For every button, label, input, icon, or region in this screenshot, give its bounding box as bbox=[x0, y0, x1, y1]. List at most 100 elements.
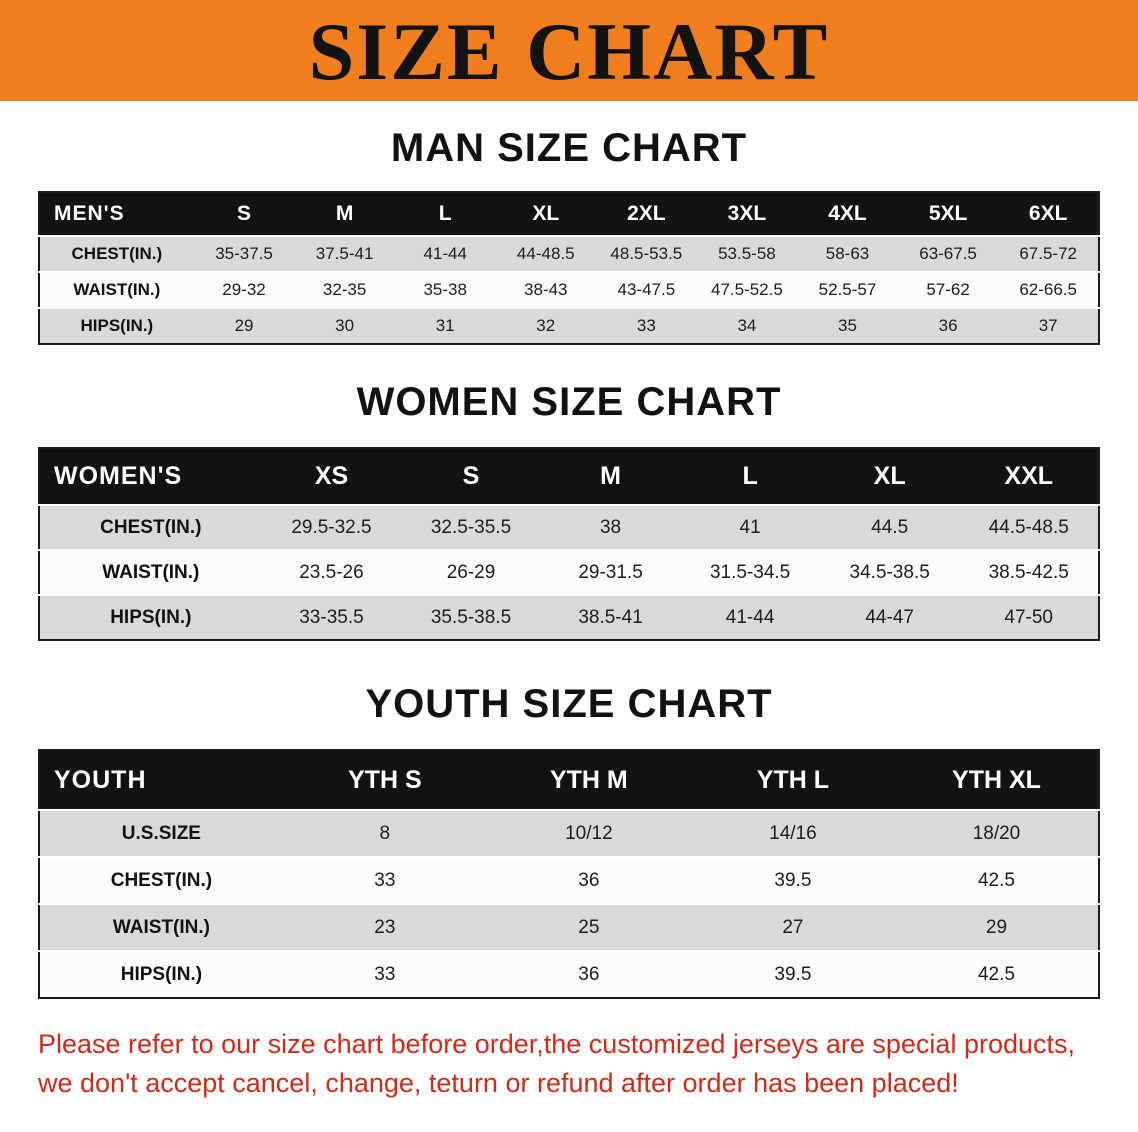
table-cell: 14/16 bbox=[690, 809, 895, 857]
youth-row-waist: WAIST(IN.) 23 25 27 29 bbox=[39, 903, 1099, 951]
table-cell: 10/12 bbox=[486, 809, 691, 857]
table-cell: 34 bbox=[696, 307, 798, 344]
table-cell: 37 bbox=[998, 307, 1099, 344]
table-cell: 32.5-35.5 bbox=[401, 504, 541, 550]
men-size-header: 4XL bbox=[797, 192, 898, 236]
table-cell: 44-47 bbox=[819, 594, 960, 640]
table-cell: 35.5-38.5 bbox=[401, 594, 541, 640]
size-chart-banner: SIZE CHART bbox=[0, 0, 1138, 101]
men-size-table: MEN'S S M L XL 2XL 3XL 4XL 5XL 6XL CHEST… bbox=[38, 191, 1100, 345]
men-table-label: MEN'S bbox=[39, 192, 194, 236]
row-label: WAIST(IN.) bbox=[39, 271, 194, 308]
table-cell: 32 bbox=[495, 307, 597, 344]
disclaimer-text: Please refer to our size chart before or… bbox=[38, 1025, 1100, 1103]
row-label: U.S.SIZE bbox=[39, 809, 283, 857]
table-cell: 52.5-57 bbox=[797, 271, 898, 308]
table-cell: 23.5-26 bbox=[261, 549, 402, 595]
row-label: HIPS(IN.) bbox=[39, 950, 283, 998]
table-cell: 47-50 bbox=[959, 594, 1099, 640]
table-cell: 26-29 bbox=[401, 549, 541, 595]
men-size-header: 5XL bbox=[897, 192, 999, 236]
men-size-header: XL bbox=[495, 192, 597, 236]
row-label: CHEST(IN.) bbox=[39, 235, 194, 272]
women-section-heading: WOMEN SIZE CHART bbox=[356, 380, 782, 424]
table-cell: 39.5 bbox=[690, 950, 895, 998]
table-cell: 63-67.5 bbox=[897, 235, 999, 272]
table-cell: 48.5-53.5 bbox=[596, 235, 697, 272]
table-cell: 33 bbox=[596, 307, 697, 344]
youth-header-row: YOUTH YTH S YTH M YTH L YTH XL bbox=[39, 750, 1099, 810]
row-label: CHEST(IN.) bbox=[39, 504, 262, 550]
youth-table-label: YOUTH bbox=[39, 750, 283, 810]
banner-title: SIZE CHART bbox=[308, 5, 830, 97]
table-cell: 57-62 bbox=[897, 271, 999, 308]
youth-row-chest: CHEST(IN.) 33 36 39.5 42.5 bbox=[39, 856, 1099, 904]
table-cell: 38.5-42.5 bbox=[959, 549, 1099, 595]
table-cell: 29-32 bbox=[193, 271, 295, 308]
table-cell: 36 bbox=[486, 856, 691, 904]
men-header-row: MEN'S S M L XL 2XL 3XL 4XL 5XL 6XL bbox=[39, 192, 1099, 236]
table-cell: 67.5-72 bbox=[998, 235, 1099, 272]
youth-size-header: YTH M bbox=[486, 750, 691, 810]
table-cell: 42.5 bbox=[894, 950, 1099, 998]
row-label: HIPS(IN.) bbox=[39, 307, 194, 344]
men-size-header: 2XL bbox=[596, 192, 697, 236]
men-row-waist: WAIST(IN.) 29-32 32-35 35-38 38-43 43-47… bbox=[39, 271, 1099, 308]
table-cell: 25 bbox=[486, 903, 691, 951]
row-label: WAIST(IN.) bbox=[39, 903, 283, 951]
table-cell: 18/20 bbox=[894, 809, 1099, 857]
men-size-header: S bbox=[193, 192, 295, 236]
table-cell: 41-44 bbox=[680, 594, 820, 640]
table-cell: 33 bbox=[282, 856, 487, 904]
table-cell: 31 bbox=[394, 307, 496, 344]
table-cell: 43-47.5 bbox=[596, 271, 697, 308]
youth-row-hips: HIPS(IN.) 33 36 39.5 42.5 bbox=[39, 950, 1099, 998]
table-cell: 36 bbox=[486, 950, 691, 998]
women-header-row: WOMEN'S XS S M L XL XXL bbox=[39, 448, 1099, 505]
row-label: CHEST(IN.) bbox=[39, 856, 283, 904]
women-table-label: WOMEN'S bbox=[39, 448, 262, 505]
men-size-header: M bbox=[294, 192, 395, 236]
women-row-chest: CHEST(IN.) 29.5-32.5 32.5-35.5 38 41 44.… bbox=[39, 504, 1099, 550]
table-cell: 38 bbox=[540, 504, 681, 550]
table-cell: 29-31.5 bbox=[540, 549, 681, 595]
table-cell: 38.5-41 bbox=[540, 594, 681, 640]
men-size-header: 6XL bbox=[998, 192, 1099, 236]
disclaimer-line-2: we don't accept cancel, change, teturn o… bbox=[38, 1068, 959, 1099]
table-cell: 39.5 bbox=[690, 856, 895, 904]
youth-section-heading: YOUTH SIZE CHART bbox=[365, 682, 773, 726]
table-cell: 32-35 bbox=[294, 271, 395, 308]
table-cell: 33-35.5 bbox=[261, 594, 402, 640]
table-cell: 35-37.5 bbox=[193, 235, 295, 272]
men-size-header: 3XL bbox=[696, 192, 798, 236]
table-cell: 44.5-48.5 bbox=[959, 504, 1099, 550]
table-cell: 35 bbox=[797, 307, 898, 344]
table-cell: 62-66.5 bbox=[998, 271, 1099, 308]
women-size-header: S bbox=[401, 448, 541, 505]
table-cell: 41-44 bbox=[394, 235, 496, 272]
women-row-waist: WAIST(IN.) 23.5-26 26-29 29-31.5 31.5-34… bbox=[39, 549, 1099, 595]
table-cell: 37.5-41 bbox=[294, 235, 395, 272]
women-size-table: WOMEN'S XS S M L XL XXL CHEST(IN.) 29.5-… bbox=[38, 447, 1100, 641]
men-row-hips: HIPS(IN.) 29 30 31 32 33 34 35 36 37 bbox=[39, 307, 1099, 344]
table-cell: 47.5-52.5 bbox=[696, 271, 798, 308]
table-cell: 42.5 bbox=[894, 856, 1099, 904]
table-cell: 44-48.5 bbox=[495, 235, 597, 272]
table-cell: 8 bbox=[282, 809, 487, 857]
table-cell: 29 bbox=[894, 903, 1099, 951]
table-cell: 34.5-38.5 bbox=[819, 549, 960, 595]
women-size-header: XS bbox=[261, 448, 402, 505]
women-size-header: XXL bbox=[959, 448, 1099, 505]
table-cell: 38-43 bbox=[495, 271, 597, 308]
table-cell: 29 bbox=[193, 307, 295, 344]
disclaimer-line-1: Please refer to our size chart before or… bbox=[38, 1029, 1076, 1059]
table-cell: 27 bbox=[690, 903, 895, 951]
table-cell: 30 bbox=[294, 307, 395, 344]
table-cell: 35-38 bbox=[394, 271, 496, 308]
youth-size-header: YTH S bbox=[282, 750, 487, 810]
youth-size-table: YOUTH YTH S YTH M YTH L YTH XL U.S.SIZE … bbox=[38, 749, 1100, 999]
youth-size-header: YTH XL bbox=[894, 750, 1099, 810]
row-label: HIPS(IN.) bbox=[39, 594, 262, 640]
table-cell: 23 bbox=[282, 903, 487, 951]
table-cell: 58-63 bbox=[797, 235, 898, 272]
